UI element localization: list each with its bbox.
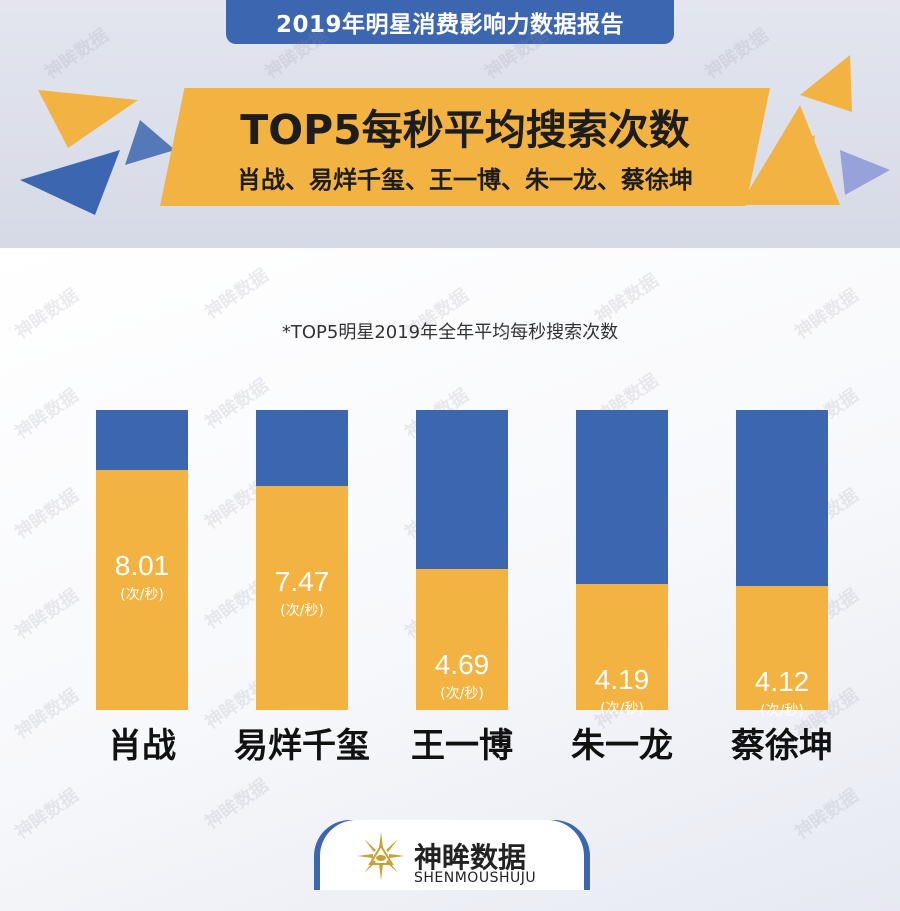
data-label: 4.19 [594,664,650,695]
footer-badge [320,820,584,890]
data-label: 7.47 [274,566,330,597]
bar-remainder [256,410,348,486]
category-label: 易烊千玺 [234,726,370,766]
chart-note: *TOP5明星2019年全年平均每秒搜索次数 [281,322,619,343]
bar-value [256,486,348,710]
bar-column: 4.19 (次/秒) [576,410,668,717]
category-label: 朱一龙 [571,726,673,766]
bar-column: 7.47 (次/秒) [256,410,348,710]
category-label: 肖战 [108,726,176,766]
brand-name: 神眸数据 [414,841,527,874]
data-unit-label: (次/秒) [760,703,804,719]
brand-eye-icon [357,832,405,880]
data-unit-label: (次/秒) [120,587,164,603]
report-title-tab: 2019年明星消费影响力数据报告 [226,0,674,44]
data-unit-label: (次/秒) [600,701,644,717]
banner-subtitle: 肖战、易烊千玺、王一博、朱一龙、蔡徐坤 [237,166,693,194]
category-label: 王一博 [411,726,513,766]
banner-background [160,88,770,206]
bar-remainder [736,410,828,586]
bar-column: 4.12 (次/秒) [736,410,828,719]
bar-remainder [96,410,188,470]
banner-title: TOP5每秒平均搜索次数 [240,106,690,154]
data-label: 8.01 [114,550,170,581]
decorative-triangles [20,55,890,215]
category-label: 蔡徐坤 [731,726,833,766]
data-unit-label: (次/秒) [280,603,324,619]
bar-value [96,470,188,710]
bar-value [576,584,668,710]
data-label: 4.12 [754,666,810,697]
bar-value [416,569,508,710]
bar-column: 4.69 (次/秒) [416,410,508,710]
bar-remainder [576,410,668,584]
brand-subtitle: SHENMOUSHUJU [414,870,537,886]
data-label: 4.69 [434,649,490,680]
bar-value [736,586,828,710]
data-unit-label: (次/秒) [440,686,484,702]
bar-column: 8.01 (次/秒) [96,410,188,710]
bar-remainder [416,410,508,569]
